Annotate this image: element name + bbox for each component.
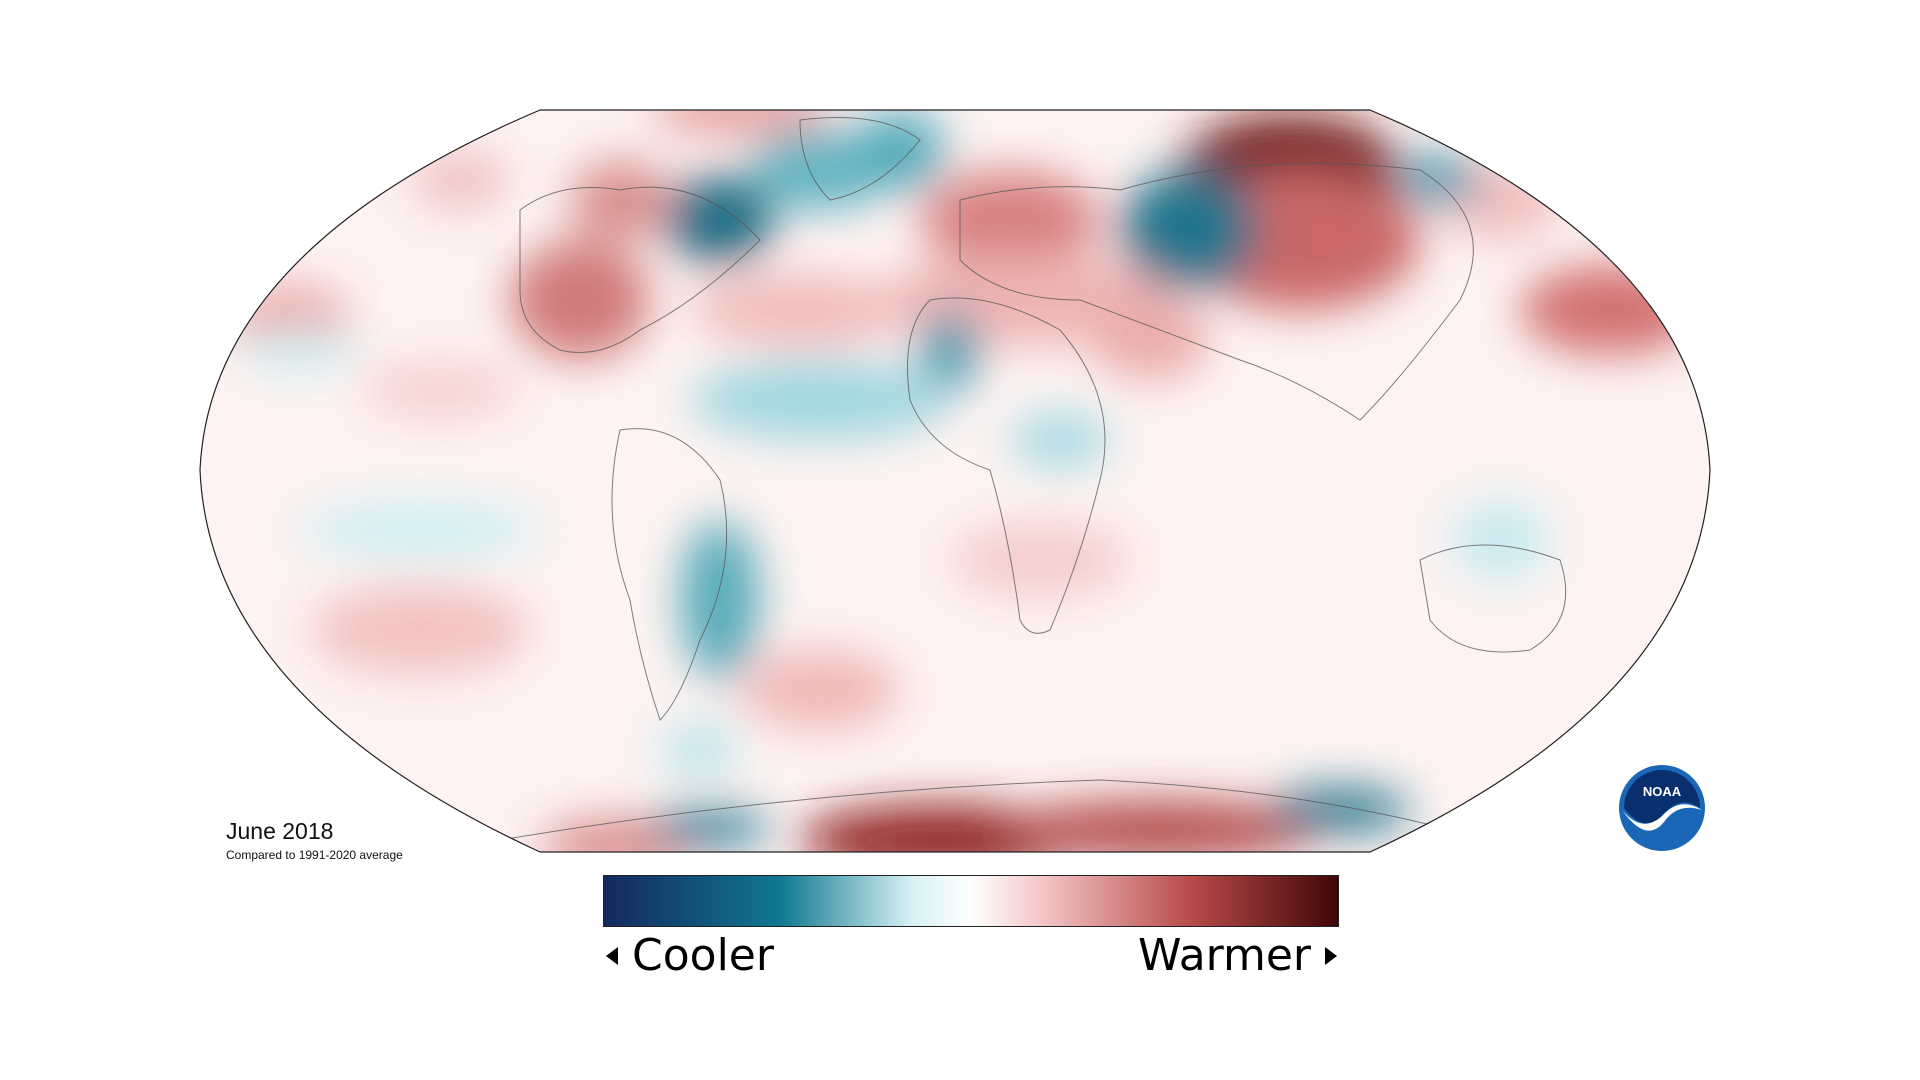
legend-high-label: Warmer	[1138, 930, 1311, 981]
arrow-right-icon	[1325, 946, 1337, 965]
anomaly-field	[200, 110, 1710, 852]
color-scale-bar	[603, 875, 1339, 927]
svg-text:NOAA: NOAA	[1643, 784, 1682, 799]
arrow-left-icon	[606, 946, 618, 965]
map-title: June 2018	[226, 818, 334, 844]
map-subtitle: Compared to 1991-2020 average	[226, 848, 403, 862]
legend-low-label: Cooler	[632, 930, 774, 981]
legend-low: Cooler	[606, 930, 774, 981]
coastlines	[499, 117, 1567, 841]
map-border	[199, 109, 1711, 853]
noaa-logo-icon: NOAA	[1619, 765, 1705, 851]
legend-high: Warmer	[1138, 930, 1337, 981]
